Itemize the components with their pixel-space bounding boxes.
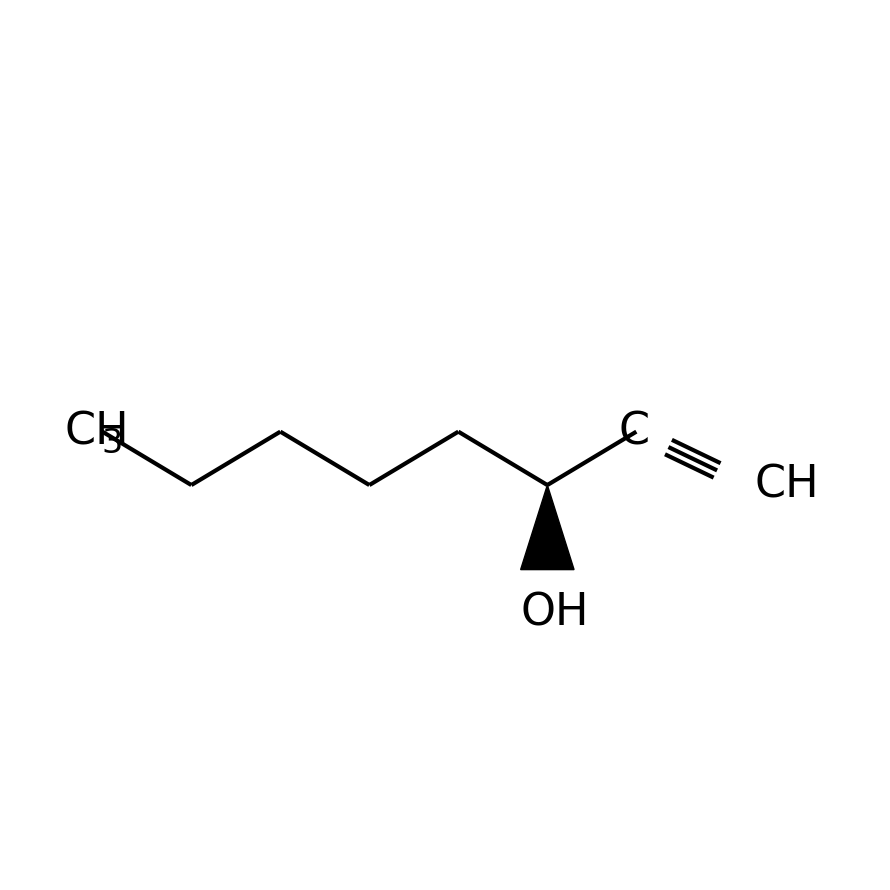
Text: CH: CH [755, 464, 820, 506]
Text: OH: OH [521, 592, 588, 635]
Polygon shape [521, 485, 574, 570]
Text: C: C [619, 410, 649, 453]
Text: 3: 3 [101, 426, 123, 460]
Text: CH: CH [64, 410, 129, 453]
